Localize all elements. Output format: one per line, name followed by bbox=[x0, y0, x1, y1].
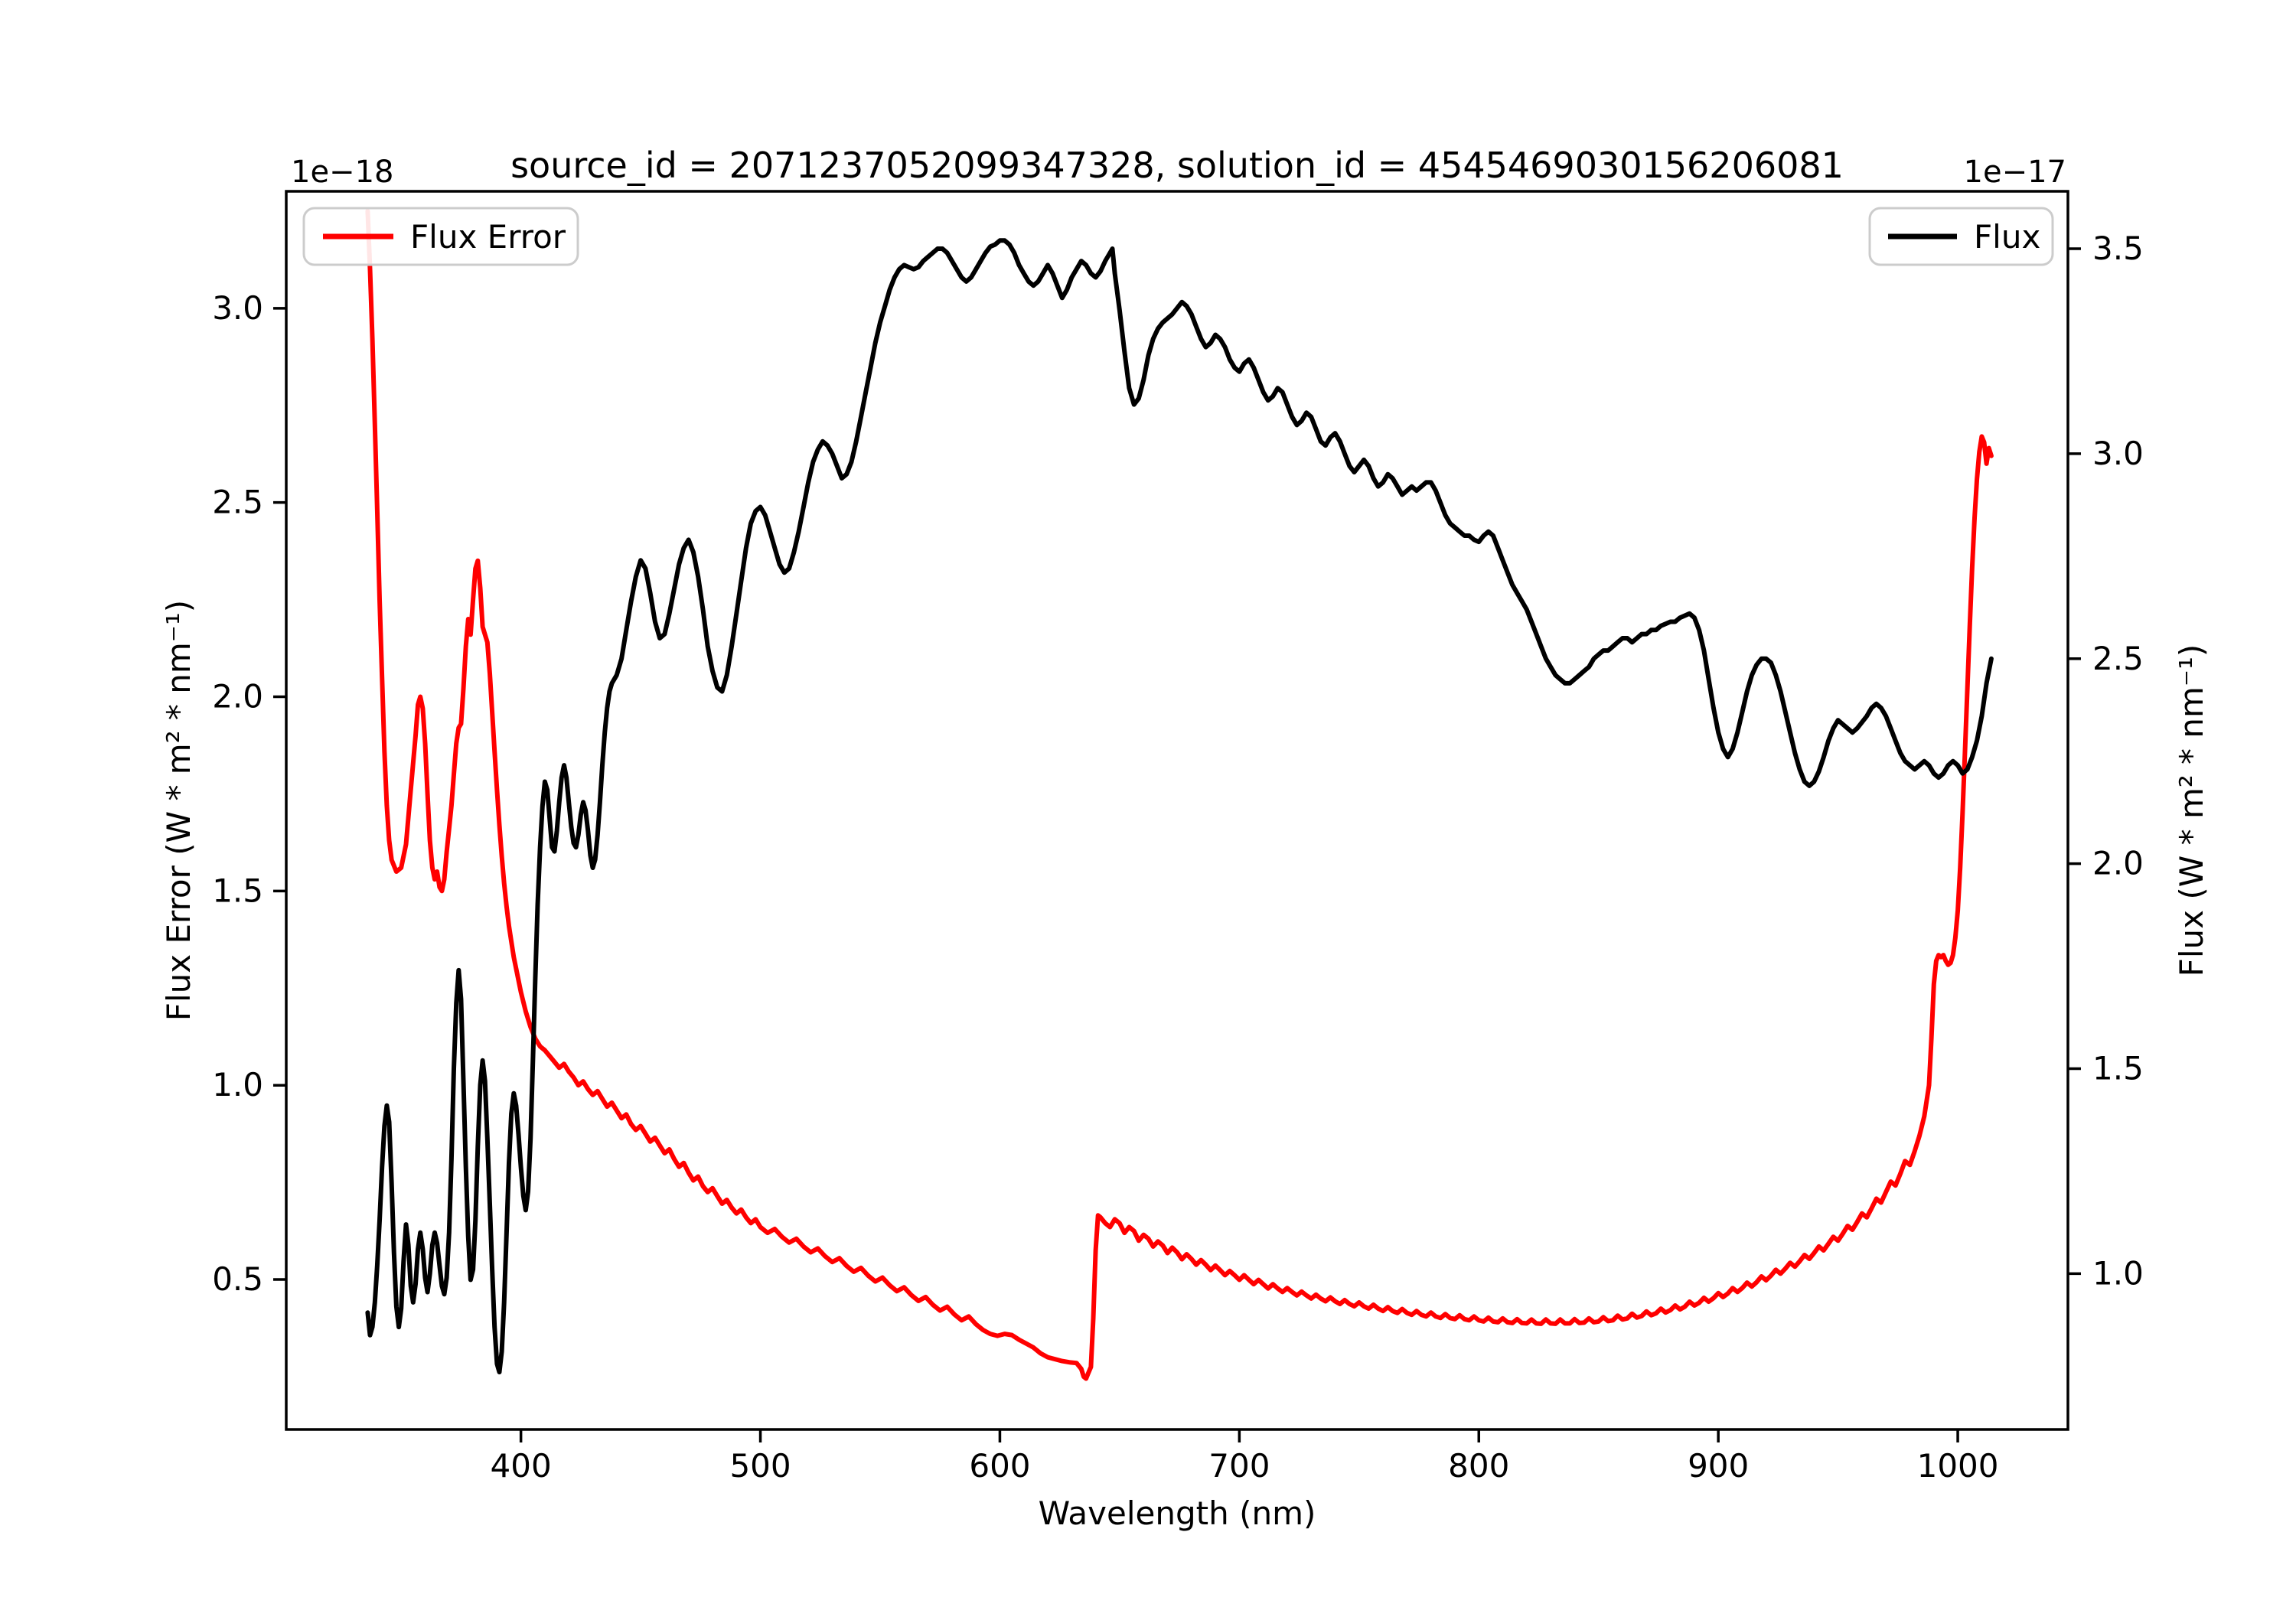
right-y-tick-label: 1.0 bbox=[2092, 1254, 2144, 1292]
x-tick-label: 1000 bbox=[1917, 1447, 1999, 1485]
left-y-tick-label: 2.5 bbox=[212, 484, 263, 521]
right-y-axis-label: Flux (W * m² * nm⁻¹) bbox=[2173, 644, 2210, 977]
legend-box bbox=[1868, 207, 2054, 266]
right-y-tick-label: 2.5 bbox=[2092, 640, 2144, 677]
legend-flux-error[interactable]: Flux Error bbox=[302, 207, 579, 266]
right-y-tick-label: 2.0 bbox=[2092, 845, 2144, 882]
x-tick-label: 700 bbox=[1208, 1447, 1270, 1485]
x-tick-label: 600 bbox=[969, 1447, 1030, 1485]
legend-flux[interactable]: Flux bbox=[1868, 207, 2054, 266]
left-y-tick-label: 0.5 bbox=[212, 1260, 263, 1298]
left-y-tick-label: 1.0 bbox=[212, 1066, 263, 1103]
x-tick-label: 800 bbox=[1448, 1447, 1509, 1485]
left-y-tick-label: 3.0 bbox=[212, 289, 263, 327]
x-axis-label: Wavelength (nm) bbox=[1039, 1495, 1316, 1532]
legend-label: Flux bbox=[1974, 218, 2040, 256]
right-y-tick-label: 3.5 bbox=[2092, 230, 2144, 267]
x-tick-label: 900 bbox=[1688, 1447, 1749, 1485]
right-y-tick-label: 3.0 bbox=[2092, 435, 2144, 472]
curve-layer bbox=[365, 208, 1994, 1381]
plot-title: source_id = 2071237052099347328, solutio… bbox=[510, 145, 1844, 186]
series-flux bbox=[365, 238, 1994, 1374]
right-y-tick-label: 1.5 bbox=[2092, 1050, 2144, 1087]
left-axis-scale-label: 1e−18 bbox=[291, 155, 393, 190]
x-tick-label: 500 bbox=[729, 1447, 791, 1485]
left-y-tick-label: 1.5 bbox=[212, 872, 263, 909]
left-y-tick-label: 2.0 bbox=[212, 678, 263, 715]
legend-box bbox=[302, 207, 579, 266]
x-tick-label: 400 bbox=[491, 1447, 552, 1485]
series-flux-error bbox=[365, 208, 1994, 1381]
right-axis-scale-label: 1e−17 bbox=[1964, 155, 2066, 190]
axes-frame bbox=[285, 190, 2069, 1431]
tick-layer: 400 500 600 700 800 900 1000 0.5 1.0 1.5 2.0 2.5 3.0… bbox=[212, 230, 2144, 1485]
left-y-axis-label: Flux Error (W * m² * nm⁻¹) bbox=[160, 600, 197, 1021]
legend-label: Flux Error bbox=[410, 218, 566, 256]
